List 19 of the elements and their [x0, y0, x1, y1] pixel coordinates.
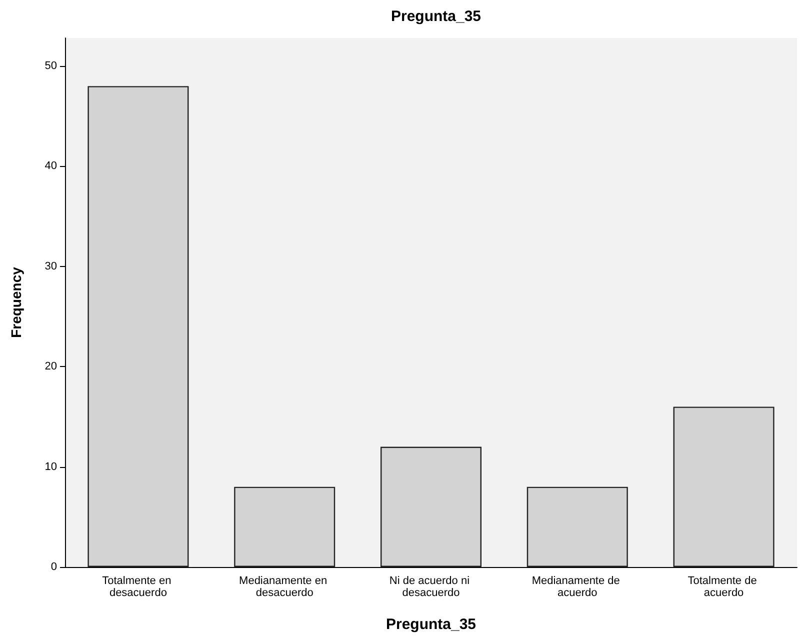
- x-tick-label: Totalmente en desacuerdo: [102, 575, 174, 599]
- x-tick-label: Medianamente de acuerdo: [532, 575, 623, 599]
- y-axis-title: Frequency: [8, 266, 24, 338]
- y-tick-label: 10: [44, 460, 57, 473]
- y-tick-label: 30: [44, 260, 57, 272]
- chart-title: Pregunta_35: [390, 8, 482, 25]
- y-tick-label: 0: [50, 561, 57, 573]
- bar: [526, 486, 628, 567]
- x-tick-label: Ni de acuerdo ni desacuerdo: [389, 575, 473, 599]
- y-tick-label: 40: [44, 160, 57, 172]
- bar: [380, 446, 482, 567]
- x-tick-label: Totalmente de acuerdo: [688, 575, 760, 599]
- bar: [88, 86, 189, 567]
- x-tick-label: Medianamente en desacuerdo: [239, 575, 330, 599]
- y-tick-label: 20: [44, 360, 57, 373]
- bar: [673, 406, 774, 567]
- bar: [234, 486, 336, 567]
- x-axis-title: Pregunta_35: [386, 616, 476, 633]
- y-tick-label: 50: [44, 60, 57, 72]
